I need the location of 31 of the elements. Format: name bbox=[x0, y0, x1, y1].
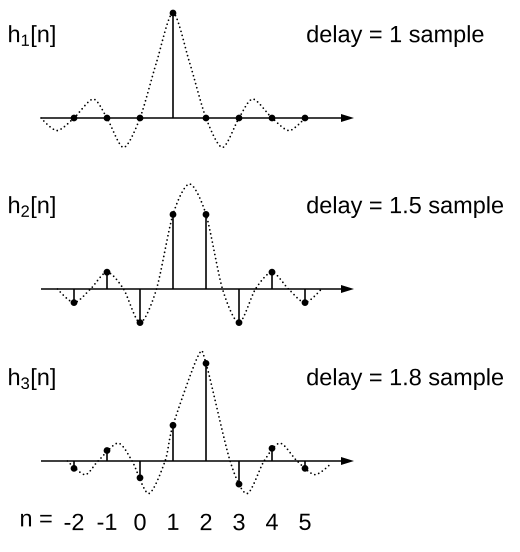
point bbox=[170, 211, 176, 218]
point bbox=[302, 464, 308, 472]
point bbox=[136, 319, 144, 326]
point bbox=[236, 480, 242, 488]
point bbox=[268, 268, 276, 276]
x-axis-title: n = bbox=[21, 514, 52, 526]
text: delay = 1 sample bbox=[307, 25, 484, 48]
point bbox=[268, 445, 276, 452]
text: delay = 1.5 sample bbox=[307, 196, 504, 218]
x-tick-label: 0 bbox=[134, 514, 146, 530]
point bbox=[302, 299, 308, 306]
x-tick-label: 1 bbox=[168, 514, 178, 530]
point bbox=[170, 422, 176, 429]
x-tick-label: 3 bbox=[233, 514, 244, 530]
point bbox=[202, 211, 210, 218]
point bbox=[236, 319, 242, 326]
point bbox=[70, 464, 78, 472]
text: delay = 1.8 sample bbox=[307, 368, 504, 390]
x-tick-label: -1 bbox=[98, 514, 116, 530]
x-tick-label: 4 bbox=[266, 514, 278, 530]
x-tick-label: 2 bbox=[200, 514, 212, 530]
point bbox=[104, 268, 110, 276]
point bbox=[70, 299, 78, 306]
chart-title: h$_{3}$[n] bbox=[9, 368, 55, 390]
chart-title: h$_{1}$[n] bbox=[9, 25, 55, 48]
x-tick-label: -2 bbox=[64, 514, 84, 530]
point bbox=[104, 447, 110, 454]
chart-title: h$_{2}$[n] bbox=[9, 196, 55, 218]
x-tick-label: 5 bbox=[299, 514, 311, 530]
point bbox=[202, 360, 210, 367]
point bbox=[136, 474, 144, 482]
